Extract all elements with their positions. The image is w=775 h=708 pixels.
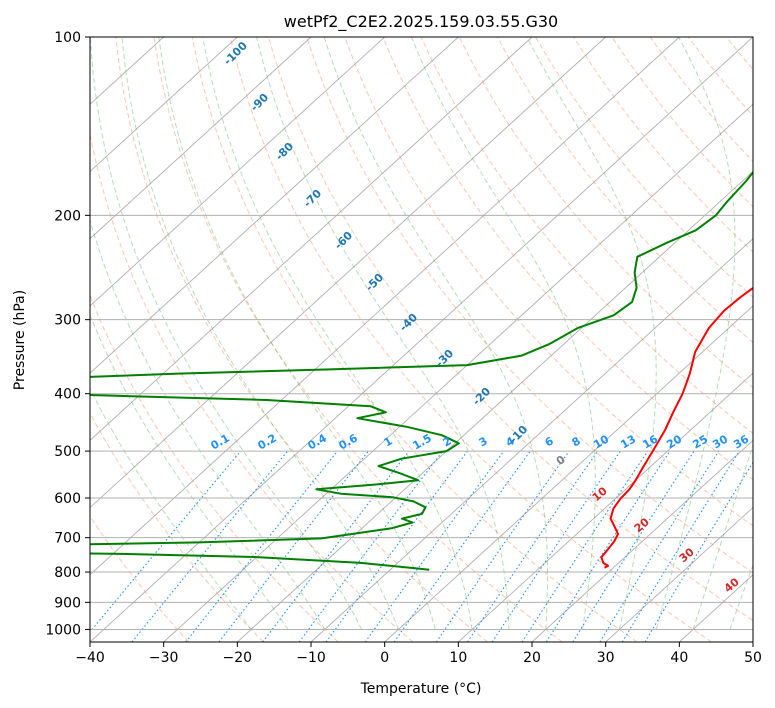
isotherm [90, 37, 238, 173]
isotherm [237, 170, 753, 642]
y-tick-label: 700 [54, 531, 81, 547]
dry-adiabat [153, 37, 563, 642]
dry-adiabat [268, 37, 753, 622]
moist-adiabat [202, 37, 473, 630]
dry-adiabat [115, 37, 488, 642]
y-tick-label: 100 [54, 30, 81, 46]
moist-adiabat [411, 37, 596, 630]
isotherm [310, 238, 753, 642]
moist-adiabat [729, 563, 753, 630]
y-tick-label: 300 [54, 313, 81, 329]
dry-adiabat [90, 412, 264, 642]
mixing-ratio-line [262, 450, 410, 642]
dry-adiabat [306, 37, 753, 574]
y-tick-label: 200 [54, 208, 81, 224]
temperature-line [600, 286, 753, 569]
dry-adiabat [420, 37, 753, 435]
isotherm [163, 103, 753, 642]
x-tick-label: 20 [523, 650, 541, 666]
isotherm [90, 37, 459, 374]
dewpoint-line [90, 170, 753, 571]
isotherm [90, 37, 533, 441]
y-tick-label: 500 [54, 444, 81, 460]
isotherm [384, 305, 753, 642]
isotherm [90, 37, 385, 307]
moist-adiabat [90, 37, 363, 630]
moist-adiabat [256, 37, 510, 630]
isotherm [90, 37, 680, 576]
dry-adiabat [496, 37, 753, 344]
y-tick-label: 400 [54, 387, 81, 403]
dry-adiabat [382, 37, 753, 481]
dry-adiabat [344, 37, 753, 527]
mixing-ratio-line [364, 450, 505, 642]
dry-adiabat [535, 37, 753, 298]
dry-adiabat [191, 37, 638, 642]
x-tick-label: −40 [75, 650, 105, 666]
isotherm [458, 372, 753, 642]
moist-adiabat [158, 37, 436, 630]
x-tick-label: −10 [296, 650, 326, 666]
y-tick-label: 800 [54, 565, 81, 581]
moist-adiabat [526, 37, 657, 630]
x-tick-label: 50 [744, 650, 762, 666]
isotherm [90, 37, 312, 240]
x-tick-label: 40 [670, 650, 688, 666]
x-tick-label: 30 [597, 650, 615, 666]
mixing-ratio-line [435, 450, 570, 642]
y-tick-label: 900 [54, 595, 81, 611]
plot-frame [89, 36, 754, 643]
x-tick-label: −20 [223, 650, 253, 666]
moist-adiabat [323, 37, 548, 630]
x-tick-label: 0 [380, 650, 389, 666]
mixing-ratio-line [90, 450, 242, 633]
moist-adiabat [90, 218, 326, 630]
x-tick-label: 10 [449, 650, 467, 666]
mixing-ratio-line [467, 450, 599, 642]
moist-adiabat [121, 37, 399, 630]
mixing-ratio-line [521, 450, 649, 642]
mixing-ratio-line [545, 450, 671, 642]
moist-adiabat [90, 313, 289, 630]
x-tick-label: −30 [149, 650, 179, 666]
chart-title: wetPf2_C2E2.2025.159.03.55.G30 [284, 12, 558, 32]
mixing-ratio-line [325, 450, 468, 642]
y-tick-label: 600 [54, 491, 81, 507]
y-axis-label: Pressure (hPa) [12, 290, 28, 390]
mixing-ratio-line [185, 450, 339, 642]
isotherm [90, 37, 753, 642]
mixing-ratio-line [572, 450, 695, 642]
mixing-ratio-line [491, 450, 621, 642]
isotherm [90, 37, 606, 509]
mixing-ratio-line [131, 450, 289, 642]
mixing-ratio-line [298, 450, 444, 642]
moist-adiabat [692, 443, 753, 630]
isotherm [531, 439, 753, 642]
dry-adiabat [229, 37, 712, 642]
isotherm [605, 506, 753, 642]
x-axis-label: Temperature (°C) [360, 681, 482, 697]
mixing-ratio-line [393, 450, 531, 642]
mixing-ratio-line [621, 450, 740, 642]
moist-adiabat [90, 387, 252, 630]
moist-adiabat [655, 37, 736, 630]
y-tick-label: 1000 [45, 622, 81, 638]
dry-adiabat [90, 131, 414, 642]
